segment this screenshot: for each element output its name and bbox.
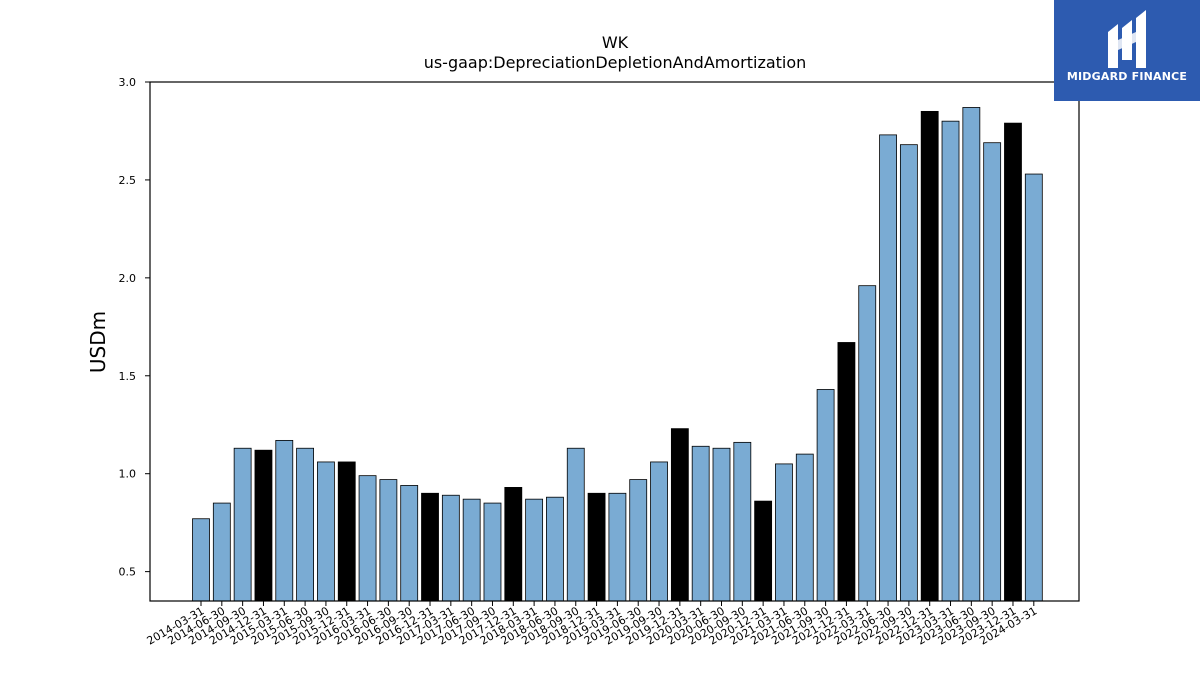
bar-2019-03-31 — [608, 492, 627, 602]
bar-2015-06-30 — [296, 447, 315, 602]
bar-2020-03-31 — [691, 445, 710, 602]
midgard-logo-icon — [1108, 10, 1146, 68]
bar-2017-12-31 — [504, 487, 523, 602]
bar-2019-09-30 — [650, 461, 668, 602]
bar-2015-03-31 — [275, 439, 294, 602]
bar-2023-09-30 — [983, 142, 1002, 602]
bar-2023-03-31 — [941, 120, 960, 602]
bar-2014-12-31 — [254, 449, 273, 602]
chart-subtitle: us-gaap:DepreciationDepletionAndAmortiza… — [424, 53, 807, 72]
chart-title: WK — [602, 33, 629, 52]
y-tick-label: 2.5 — [119, 174, 137, 187]
bar-2021-03-31 — [775, 463, 793, 602]
bar-2017-03-31 — [441, 494, 460, 602]
y-tick-label: 1.0 — [119, 468, 137, 481]
bar-2019-12-31 — [670, 428, 689, 602]
bar-2015-12-31 — [337, 461, 356, 602]
bar-2021-06-30 — [795, 453, 814, 602]
bar-2016-09-30 — [400, 485, 419, 602]
bar-2021-12-31 — [837, 342, 856, 602]
bar-2023-12-31 — [1004, 122, 1022, 602]
bar-2018-12-31 — [587, 492, 606, 602]
bar-2018-06-30 — [546, 496, 564, 602]
bar-2014-03-31 — [192, 518, 210, 602]
bar-2022-09-30 — [899, 144, 918, 602]
bar-2024-03-31 — [1024, 173, 1043, 602]
bar-2023-06-30 — [962, 107, 981, 602]
bar-2019-06-30 — [629, 479, 648, 602]
bar-2018-03-31 — [525, 498, 544, 602]
plot-frame — [149, 81, 1080, 602]
bar-2022-03-31 — [858, 285, 877, 602]
y-tick-label: 2.0 — [119, 272, 137, 285]
y-axis-label: USDm — [86, 311, 110, 373]
bar-2016-03-31 — [358, 475, 377, 602]
bar-2014-06-30 — [212, 502, 231, 602]
x-axis-ticks: 2014-03-312014-06-302014-09-302014-12-31… — [145, 601, 1039, 648]
bar-2017-09-30 — [483, 502, 502, 602]
y-tick-label: 3.0 — [119, 76, 137, 89]
bar-2020-12-31 — [754, 500, 773, 602]
bar-2018-09-30 — [566, 447, 585, 602]
bar-2017-06-30 — [462, 498, 481, 602]
bar-2020-06-30 — [712, 447, 731, 602]
y-tick-label: 0.5 — [119, 566, 137, 579]
bars-group — [192, 107, 1043, 602]
brand-logo: MIDGARD FINANCE — [1054, 0, 1200, 101]
y-axis-ticks: 0.5 1.0 1.5 2.0 2.5 3.0 — [119, 76, 150, 579]
bar-2022-12-31 — [920, 110, 939, 602]
brand-name: MIDGARD FINANCE — [1066, 70, 1188, 83]
bar-2016-06-30 — [379, 479, 398, 602]
bar-2022-06-30 — [879, 134, 897, 602]
bar-2015-09-30 — [317, 461, 335, 602]
bar-2020-09-30 — [733, 441, 752, 602]
bar-2016-12-31 — [421, 492, 439, 602]
bar-2021-09-30 — [816, 389, 835, 602]
bar-2014-09-30 — [233, 447, 252, 602]
y-tick-label: 1.5 — [119, 370, 137, 383]
